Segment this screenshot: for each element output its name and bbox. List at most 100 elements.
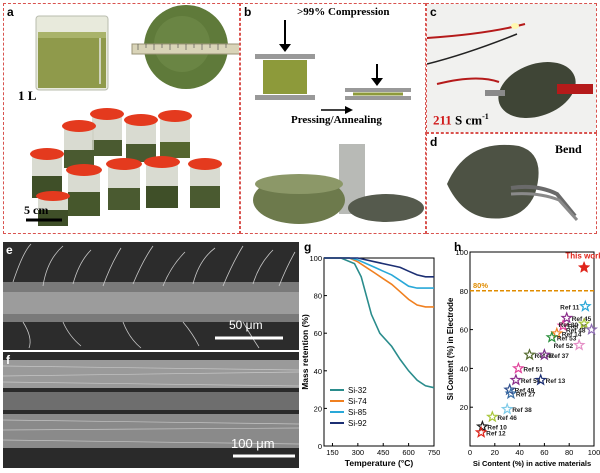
point-ref-48 [585,322,598,335]
point-label-ref-37: Ref 37 [549,353,569,360]
point-ref-54 [509,373,523,386]
y-tick-label: 80 [314,292,322,301]
x-tick-label: 20 [491,448,499,457]
panel-label: g [304,242,312,254]
y-tick-label: 80 [460,287,468,296]
pressing-caption: Pressing/Annealing [291,114,382,126]
point-label-ref-48: Ref 48 [566,328,586,335]
series-line-Si-32 [324,257,435,389]
sem-image-e [3,243,299,349]
plot-frame [323,257,435,447]
panel-label: h [454,242,462,254]
point-label-ref-10: Ref 10 [487,425,507,432]
panel-label: b [244,5,252,19]
scale-label: 100 μm [231,436,275,451]
x-tick-label: 40 [515,448,523,457]
panel-label: a [7,5,14,19]
panel-e: e 50 μm [3,242,299,350]
volume-label: 1 L [18,88,37,103]
series-line-Si-92 [324,257,434,278]
panel-b-schematic [253,20,424,224]
compressed-film [348,194,424,222]
point-ref-46 [485,410,499,423]
point-ref-12 [474,425,488,438]
scale-label: 50 μm [229,318,263,332]
y-tick-label: 60 [314,329,322,338]
panel-c: c 211 S cm-1 [426,3,597,133]
clip [557,84,593,94]
point-label-ref-53: Ref 53 [557,335,577,342]
point-ref-26 [556,318,570,332]
x-tick-label: 450 [377,448,390,457]
legend-label-Si-74: Si-74 [348,397,367,406]
y-tick-label: 100 [309,254,322,263]
point-label-ref-14: Ref 14 [562,331,582,338]
x-tick-label: 60 [540,448,548,457]
point-label-ref-54: Ref 54 [521,378,541,385]
tweezers [510,184,577,218]
beaker [35,15,109,91]
compression-title: >99% Compression [297,6,390,18]
point-ref-53 [545,330,559,343]
panel-label: c [430,5,437,19]
y-tick-label: 40 [460,364,468,373]
point-ref-37 [537,348,551,361]
conductivity-unit: S cm [455,112,483,128]
point-label-ref-49: Ref 49 [515,388,535,395]
y-tick-label: 60 [460,326,468,335]
x-tick-label: 300 [352,448,365,457]
y-tick-label: 0 [318,442,322,451]
conductivity-label: 211 S cm-1 [433,112,489,128]
legend-label-Si-92: Si-92 [348,419,367,428]
point-ref-11 [579,299,592,312]
point-label-ref-12: Ref 12 [486,430,506,437]
point-label-ref-51: Ref 51 [523,366,543,373]
panel-d-photo [447,144,579,222]
point-ref-10 [475,419,489,432]
x-tick-label: 0 [468,448,472,457]
point-ref-30 [577,317,591,330]
point-label-ref-46: Ref 46 [497,415,517,422]
point-label-ref-26: Ref 26 [568,324,588,331]
panel-label: d [430,135,438,149]
panel-a-photo [26,5,239,226]
reference-line-label: 80% [473,281,488,290]
point-ref-45 [560,311,574,324]
conductive-film [498,61,576,119]
x-tick-label: 80 [565,448,573,457]
point-ref-38 [500,402,514,415]
y-axis-label: Mass retention (%) [300,314,310,390]
panel-label: f [6,353,10,367]
sem-image-f [3,360,299,458]
panel-c-photo [427,4,596,132]
si-content-chart: 20 40 60 80 100 0 20 40 60 80 100 Si Content (%) in… [446,248,600,468]
point-label-this-work: This work [565,252,600,261]
point-label-ref-13: Ref 13 [546,378,566,385]
point-label-ref-52: Ref 52 [554,343,574,350]
point-label-ref-11: Ref 11 [560,304,580,311]
bend-title: Bend [555,142,582,156]
conductivity-value: 211 [433,112,452,128]
circular-film [131,5,239,89]
sample-jars [30,108,222,226]
point-ref-13 [534,373,547,386]
panel-f: f 100 μm [3,352,299,468]
x-tick-label: 600 [402,448,415,457]
point-ref-47 [523,348,536,361]
y-tick-label: 20 [314,404,322,413]
tga-chart: 0 20 40 60 80 100 150 300 450 600 750 Temperature (… [300,254,441,468]
point-ref-27 [504,386,518,400]
legend-label-Si-85: Si-85 [348,408,367,417]
series-line-Si-74 [324,257,434,308]
x-tick-label: 750 [428,448,441,457]
panel-b: b >99% Compression Pressing/Annealing [240,3,426,234]
conductivity-exp: -1 [482,112,489,121]
y-axis-label: Si Content (%) in Electrode [446,297,455,400]
panel-h: h 20 40 60 80 100 0 20 40 60 80 100 Si Content (%) … [444,242,600,470]
point-label-ref-27: Ref 27 [516,392,536,399]
point-this-work [577,260,591,273]
y-tick-label: 20 [460,403,468,412]
y-tick-label: 100 [455,248,468,257]
point-ref-51 [511,361,525,374]
point-label-ref-30: Ref 30 [559,322,579,329]
